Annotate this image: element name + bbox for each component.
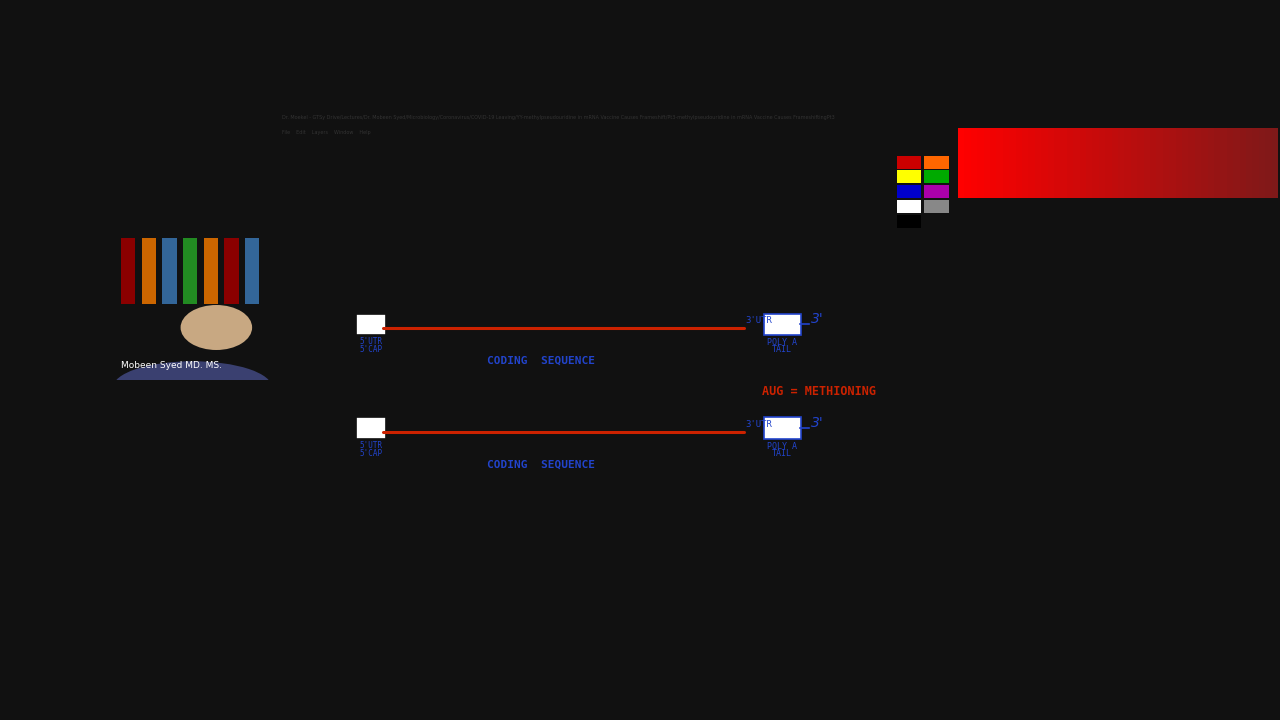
- FancyBboxPatch shape: [924, 171, 948, 184]
- Text: AUG = METHIONING: AUG = METHIONING: [763, 385, 877, 398]
- Text: PHE: PHE: [492, 277, 511, 287]
- Bar: [163, 238, 177, 305]
- Text: 5': 5': [303, 418, 319, 436]
- Text: PHE: PHE: [442, 277, 461, 287]
- Text: C U U: C U U: [525, 312, 570, 328]
- Bar: [204, 238, 218, 305]
- FancyBboxPatch shape: [764, 313, 801, 336]
- FancyBboxPatch shape: [924, 200, 948, 213]
- Text: VAL: VAL: [581, 277, 600, 287]
- FancyBboxPatch shape: [924, 156, 948, 168]
- Text: VAL: VAL: [581, 382, 600, 392]
- Text: G U A: G U A: [567, 312, 613, 328]
- Text: A U U: A U U: [608, 312, 654, 328]
- FancyBboxPatch shape: [896, 200, 922, 213]
- Text: U U C: U U C: [477, 312, 524, 328]
- Text: 5'CAP: 5'CAP: [360, 449, 383, 459]
- Text: C U U: C U U: [525, 416, 570, 431]
- Text: LEU: LEU: [538, 382, 557, 392]
- Text: U U C: U U C: [477, 416, 524, 431]
- Text: +1  FRAMGSHIFTING: +1 FRAMGSHIFTING: [330, 184, 616, 212]
- Text: ISOLEUCINE: ISOLEUCINE: [620, 259, 678, 269]
- Bar: [224, 238, 238, 305]
- Text: TAIL: TAIL: [772, 346, 792, 354]
- FancyBboxPatch shape: [896, 215, 922, 228]
- Text: SLIPPED: SLIPPED: [639, 482, 686, 492]
- Text: G G U: G G U: [652, 416, 696, 431]
- Text: ISOLEUCINE: ISOLEUCINE: [620, 363, 678, 373]
- Ellipse shape: [113, 361, 273, 414]
- Text: 5'UTR: 5'UTR: [360, 337, 383, 346]
- FancyBboxPatch shape: [896, 185, 922, 198]
- FancyBboxPatch shape: [896, 171, 922, 184]
- Bar: [183, 238, 197, 305]
- Text: 3'UTR: 3'UTR: [745, 315, 772, 325]
- Text: POLY A: POLY A: [767, 442, 797, 451]
- Text: U U U: U U U: [429, 312, 474, 328]
- Text: PHE: PHE: [442, 382, 461, 392]
- FancyBboxPatch shape: [924, 185, 948, 198]
- Text: File    Edit    Layers    Window    Help: File Edit Layers Window Help: [282, 130, 370, 135]
- Text: Dr. Moekel - GTSy Drive/Lectures/Dr. Mobeen Syed/Microbiology/Coronavirus/COVID-: Dr. Moekel - GTSy Drive/Lectures/Dr. Mob…: [282, 114, 835, 120]
- Text: G U A: G U A: [567, 416, 613, 431]
- Text: 3'UTR: 3'UTR: [745, 420, 772, 428]
- Text: U U U: U U U: [429, 416, 474, 431]
- Text: 5': 5': [303, 314, 319, 332]
- Text: GLYCING: GLYCING: [652, 382, 696, 392]
- Text: PHE: PHE: [492, 382, 511, 392]
- Text: LEU: LEU: [538, 277, 557, 287]
- Bar: [120, 238, 136, 305]
- Text: 5'UTR: 5'UTR: [360, 441, 383, 450]
- FancyBboxPatch shape: [356, 313, 385, 336]
- Text: Mobeen Syed MD. MS.: Mobeen Syed MD. MS.: [120, 361, 221, 370]
- Bar: [244, 238, 260, 305]
- Text: CODING  SEQUENCE: CODING SEQUENCE: [486, 459, 595, 469]
- FancyBboxPatch shape: [896, 156, 922, 168]
- Ellipse shape: [180, 305, 252, 350]
- Text: A U U: A U U: [608, 416, 654, 431]
- Text: G G U: G G U: [652, 312, 696, 328]
- Text: 3': 3': [810, 312, 823, 325]
- Text: POLY A: POLY A: [767, 338, 797, 347]
- Text: TAIL: TAIL: [772, 449, 792, 458]
- Text: CODING  SEQUENCE: CODING SEQUENCE: [486, 356, 595, 366]
- Bar: [142, 238, 156, 305]
- FancyBboxPatch shape: [764, 418, 801, 439]
- Text: GLYCINE: GLYCINE: [652, 277, 696, 287]
- FancyBboxPatch shape: [356, 418, 385, 439]
- Text: 3': 3': [810, 415, 823, 430]
- Text: 5'CAP: 5'CAP: [360, 346, 383, 354]
